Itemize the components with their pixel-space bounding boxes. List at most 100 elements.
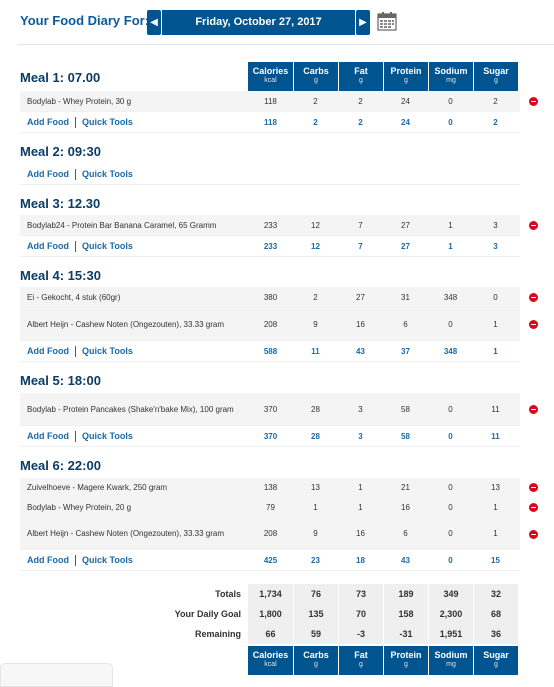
food-protein: 58 [401,404,410,414]
total-sugar: 32 [473,584,518,604]
food-carbs: 28 [311,404,320,414]
meal-fat-total: 3 [358,431,363,441]
meal-calories-total: 233 [263,241,278,251]
food-sodium: 0 [448,483,453,492]
delete-food-icon[interactable] [529,293,538,302]
col-calories: Calories kcal [248,646,293,675]
quick-tools-link[interactable]: Quick Tools [82,554,133,565]
delete-food-icon[interactable] [529,530,538,539]
next-day-button[interactable]: ▶ [356,10,370,35]
delete-food-icon[interactable] [529,503,538,512]
meal-sugar-total: 3 [493,241,498,251]
food-row[interactable]: Bodylab - Protein Pancakes (Shake'n'bake… [20,393,520,426]
food-name[interactable]: Ei - Gekocht, 4 stuk (60gr) [27,292,121,302]
goal-protein: 158 [383,604,428,624]
food-calories: 79 [266,503,275,512]
footer-column-headers: Calories kcal Carbs g Fat g Protein g Sodium… [248,646,518,675]
food-row[interactable]: Bodylab24 - Protein Bar Banana Caramel, … [20,215,520,236]
food-sugar: 13 [491,483,500,492]
food-sugar: 1 [493,319,498,329]
food-fat: 16 [356,529,365,538]
meal-fat-total: 43 [356,346,365,356]
meal-sodium-total: 0 [448,555,453,565]
diary-label: Your Food Diary For: [20,13,150,28]
header-divider [18,44,554,45]
quick-tools-link[interactable]: Quick Tools [82,430,133,441]
quick-tools-link[interactable]: Quick Tools [82,345,133,356]
food-carbs: 1 [313,503,318,512]
col-protein: Protein g [383,646,428,675]
column-headers: Calories kcal Carbs g Fat g Protein g Sodium… [248,62,518,91]
food-name[interactable]: Bodylab - Whey Protein, 30 g [27,96,132,106]
food-carbs: 9 [313,319,318,329]
add-food-link[interactable]: Add Food [27,554,69,565]
add-food-link[interactable]: Add Food [27,345,69,356]
food-row[interactable]: Albert Heijn - Cashew Noten (Ongezouten)… [20,308,520,341]
add-food-link[interactable]: Add Food [27,430,69,441]
food-sugar: 3 [493,220,498,230]
food-row[interactable]: Albert Heijn - Cashew Noten (Ongezouten)… [20,518,520,550]
delete-food-icon[interactable] [529,405,538,414]
delete-food-icon[interactable] [529,483,538,492]
link-divider [75,554,76,566]
meal-calories-total: 370 [263,431,278,441]
totals-row: Totals 1,734 76 73 189 349 32 [0,584,554,604]
diary-date: Friday, October 27, 2017 [162,10,355,35]
meal-sodium-total: 348 [443,346,458,356]
food-row[interactable]: Zuivelhoeve - Magere Kwark, 250 gram 138… [20,478,520,498]
meal-total-row: Add Food Quick Tools [20,164,520,185]
quick-tools-link[interactable]: Quick Tools [82,240,133,251]
meal-actions: Add Food Quick Tools [20,236,248,256]
delete-food-icon[interactable] [529,97,538,106]
food-name[interactable]: Albert Heijn - Cashew Noten (Ongezouten)… [27,319,224,329]
remaining-protein: -31 [383,624,428,644]
food-row[interactable]: Bodylab - Whey Protein, 30 g 118 2 2 24 … [20,91,520,112]
quick-tools-link[interactable]: Quick Tools [82,168,133,179]
delete-food-icon[interactable] [529,320,538,329]
calendar-icon[interactable] [377,11,397,31]
col-calories: Calories kcal [248,62,293,91]
delete-food-icon[interactable] [529,221,538,230]
add-food-link[interactable]: Add Food [27,116,69,127]
food-carbs: 2 [313,292,318,302]
food-sodium: 0 [448,319,453,329]
total-sodium: 349 [428,584,473,604]
remaining-row: Remaining 66 59 -3 -31 1,951 36 [0,624,554,644]
food-fat: 27 [356,292,365,302]
meal-carbs-total: 11 [311,346,320,356]
food-fat: 3 [358,404,363,414]
add-food-link[interactable]: Add Food [27,168,69,179]
goal-fat: 70 [338,604,383,624]
food-name[interactable]: Bodylab24 - Protein Bar Banana Caramel, … [27,220,217,230]
food-calories: 233 [263,220,278,230]
meal-title: Meal 1: 07.00 [20,70,101,85]
food-row[interactable]: Ei - Gekocht, 4 stuk (60gr) 380 2 27 31 … [20,287,520,308]
food-name[interactable]: Zuivelhoeve - Magere Kwark, 250 gram [27,483,168,492]
food-calories: 208 [263,319,278,329]
meal-calories-total: 425 [263,555,278,565]
col-sugar: Sugar g [473,62,518,91]
meal-carbs-total: 28 [311,431,320,441]
add-food-link[interactable]: Add Food [27,240,69,251]
link-divider [75,430,76,442]
food-calories: 138 [263,483,278,492]
link-divider [75,168,76,180]
food-row[interactable]: Bodylab - Whey Protein, 20 g 79 1 1 16 0… [20,498,520,518]
col-sodium: Sodium mg [428,646,473,675]
food-name[interactable]: Albert Heijn - Cashew Noten (Ongezouten)… [27,529,224,538]
total-calories: 1,734 [259,589,282,599]
food-protein: 6 [403,529,408,538]
food-name[interactable]: Bodylab - Protein Pancakes (Shake'n'bake… [27,404,234,414]
meal-actions: Add Food Quick Tools [20,426,248,446]
quick-tools-link[interactable]: Quick Tools [82,116,133,127]
meal-protein-total: 27 [401,241,410,251]
food-name[interactable]: Bodylab - Whey Protein, 20 g [27,503,132,512]
food-protein: 24 [401,96,410,106]
meal-total-row: Add Food Quick Tools 425 23 18 43 0 15 [20,550,520,571]
previous-day-button[interactable]: ◀ [147,10,161,35]
remaining-sodium: 1,951 [428,624,473,644]
food-carbs: 13 [311,483,320,492]
food-calories: 118 [264,96,277,106]
diary-header: Your Food Diary For: ◀ Friday, October 2… [0,0,554,44]
meal-protein-total: 58 [401,431,410,441]
